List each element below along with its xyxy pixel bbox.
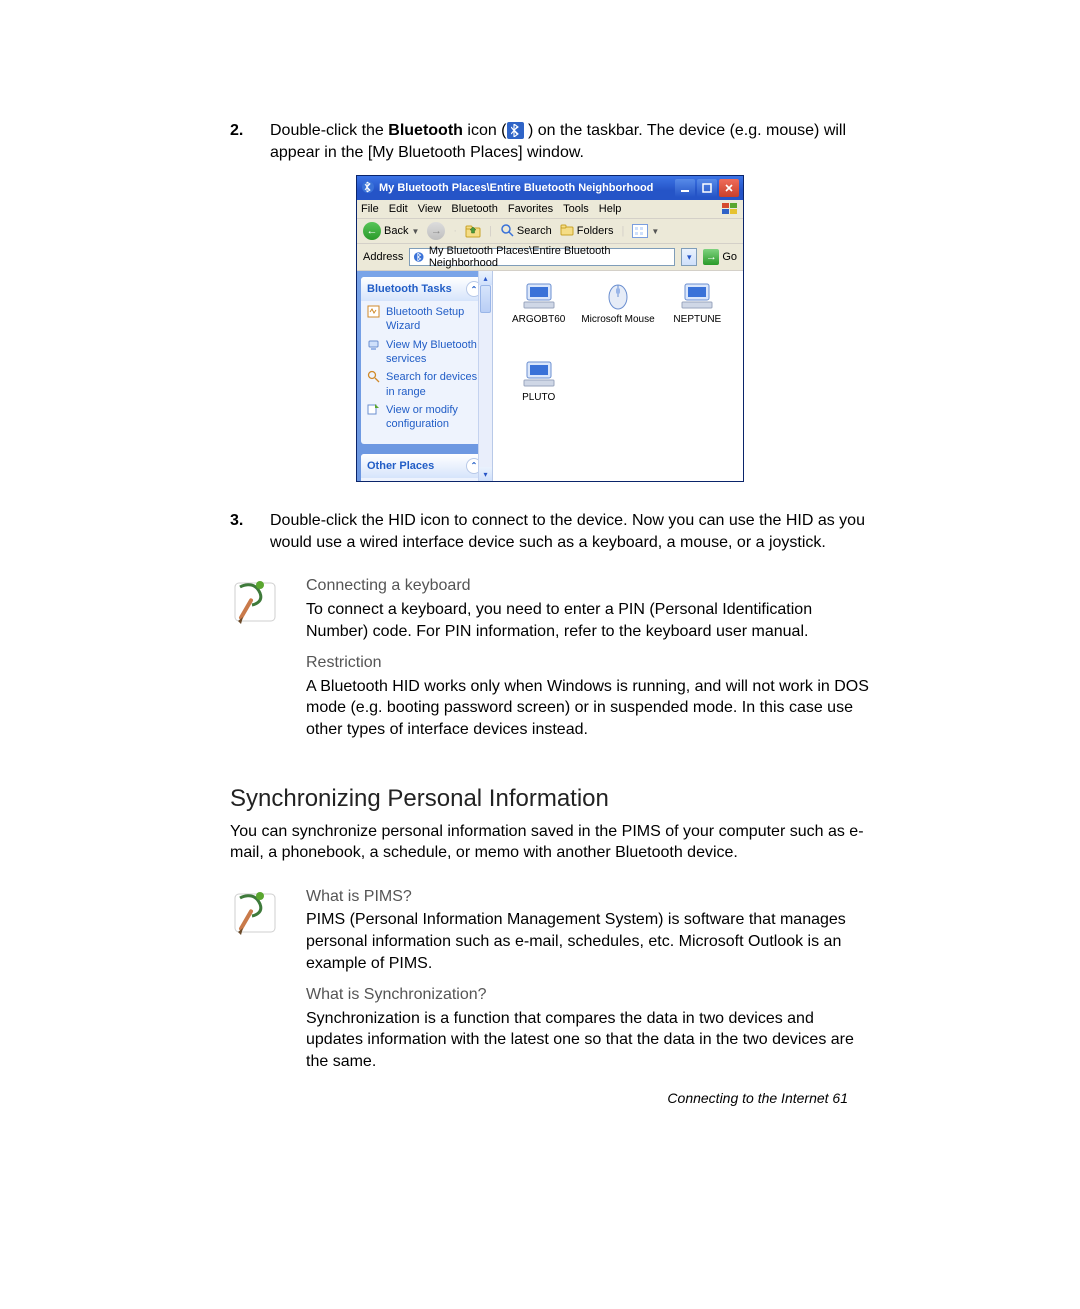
window-minimize-button[interactable]	[675, 179, 695, 197]
step-2-body: Double-click the Bluetooth icon ( ) on t…	[270, 120, 870, 163]
toolbar-views-button[interactable]: ▼	[632, 224, 659, 238]
menu-favorites[interactable]: Favorites	[508, 203, 553, 215]
menu-file[interactable]: File	[361, 203, 379, 215]
address-go-label: Go	[722, 251, 737, 263]
window-menubar: File Edit View Bluetooth Favorites Tools…	[357, 200, 743, 219]
step-2: 2. Double-click the Bluetooth icon ( ) o…	[230, 120, 870, 163]
toolbar-search-button[interactable]: Search	[500, 223, 552, 240]
address-value: My Bluetooth Places\Entire Bluetooth Nei…	[429, 245, 671, 269]
note-icon	[230, 886, 282, 1073]
note2-p1: PIMS (Personal Information Management Sy…	[306, 909, 870, 974]
toolbar-search-label: Search	[517, 225, 552, 237]
toolbar-forward-button[interactable]: →	[427, 222, 445, 240]
task-label: Bluetooth Setup Wizard	[386, 305, 482, 334]
device-label: ARGOBT60	[512, 314, 565, 325]
window-toolbar: ←Back ▼ → · | Search Folders | ▼	[357, 219, 743, 244]
toolbar-back-button[interactable]: ←Back ▼	[363, 222, 419, 240]
device-neptune[interactable]: NEPTUNE	[660, 281, 735, 355]
address-dropdown[interactable]: ▾	[681, 248, 697, 266]
window-addressbar: Address My Bluetooth Places\Entire Bluet…	[357, 244, 743, 271]
window-sidebar: Bluetooth Tasks ⌃ Bluetooth Setup Wizard…	[357, 271, 493, 481]
task-label: View or modify configuration	[386, 403, 482, 432]
step-2-bold: Bluetooth	[388, 122, 463, 139]
window-title: My Bluetooth Places\Entire Bluetooth Nei…	[379, 182, 675, 194]
device-label: PLUTO	[522, 392, 555, 403]
bluetooth-icon	[507, 122, 524, 139]
device-pluto[interactable]: PLUTO	[501, 359, 576, 433]
window-my-bluetooth-places: My Bluetooth Places\Entire Bluetooth Nei…	[356, 175, 744, 482]
window-content: ARGOBT60 Microsoft Mouse NEPTUNE PLUTO	[493, 271, 743, 481]
device-microsoft-mouse[interactable]: Microsoft Mouse	[580, 281, 655, 355]
task-view-services[interactable]: View My Bluetooth services	[367, 338, 482, 367]
menu-edit[interactable]: Edit	[389, 203, 408, 215]
address-field[interactable]: My Bluetooth Places\Entire Bluetooth Nei…	[409, 248, 675, 266]
panel-bluetooth-tasks-title: Bluetooth Tasks	[367, 283, 452, 295]
note-connecting-keyboard: Connecting a keyboard To connect a keybo…	[230, 575, 870, 740]
sync-paragraph: You can synchronize personal information…	[230, 821, 870, 864]
panel-other-places-title: Other Places	[367, 460, 434, 472]
step-3-text: Double-click the HID icon to connect to …	[270, 510, 870, 553]
windows-flag-icon	[721, 202, 739, 216]
page-footer: Connecting to the Internet 61	[667, 1090, 848, 1106]
toolbar-folders-label: Folders	[577, 225, 614, 237]
toolbar-back-label: Back	[384, 225, 408, 237]
panel-bluetooth-tasks-header[interactable]: Bluetooth Tasks ⌃	[361, 277, 488, 301]
window-close-button[interactable]	[719, 179, 739, 197]
note-pims: What is PIMS? PIMS (Personal Information…	[230, 886, 870, 1073]
window-title-icon	[361, 180, 375, 197]
note1-p2: A Bluetooth HID works only when Windows …	[306, 676, 870, 741]
toolbar-folders-button[interactable]: Folders	[560, 223, 614, 240]
panel-bluetooth-tasks: Bluetooth Tasks ⌃ Bluetooth Setup Wizard…	[361, 277, 488, 443]
step-2-number: 2.	[230, 120, 256, 163]
step-2-text-a: Double-click the	[270, 122, 388, 139]
task-label: Search for devices in range	[386, 370, 482, 399]
device-label: Microsoft Mouse	[581, 314, 654, 325]
note1-h2: Restriction	[306, 652, 870, 674]
menu-bluetooth[interactable]: Bluetooth	[451, 203, 497, 215]
window-titlebar[interactable]: My Bluetooth Places\Entire Bluetooth Nei…	[357, 176, 743, 200]
note1-p1: To connect a keyboard, you need to enter…	[306, 599, 870, 642]
task-setup-wizard[interactable]: Bluetooth Setup Wizard	[367, 305, 482, 334]
step-3-number: 3.	[230, 510, 256, 553]
panel-other-places: Other Places ⌃ Desktop My Computer	[361, 454, 488, 482]
task-view-config[interactable]: View or modify configuration	[367, 403, 482, 432]
note-icon	[230, 575, 282, 740]
window-maximize-button[interactable]	[697, 179, 717, 197]
sidebar-scrollbar[interactable]: ▴ ▾	[478, 271, 492, 481]
note2-h2: What is Synchronization?	[306, 984, 870, 1006]
panel-other-places-header[interactable]: Other Places ⌃	[361, 454, 488, 478]
step-2-text-b: icon (	[463, 122, 507, 139]
menu-tools[interactable]: Tools	[563, 203, 589, 215]
task-label: View My Bluetooth services	[386, 338, 482, 367]
toolbar-up-button[interactable]	[465, 223, 481, 239]
menu-view[interactable]: View	[418, 203, 442, 215]
note1-h1: Connecting a keyboard	[306, 575, 870, 597]
device-label: NEPTUNE	[673, 314, 721, 325]
heading-synchronizing: Synchronizing Personal Information	[230, 785, 870, 813]
note2-h1: What is PIMS?	[306, 886, 870, 908]
note2-p2: Synchronization is a function that compa…	[306, 1008, 870, 1073]
menu-help[interactable]: Help	[599, 203, 622, 215]
device-argobt60[interactable]: ARGOBT60	[501, 281, 576, 355]
address-label: Address	[363, 251, 403, 263]
address-go-button[interactable]: →Go	[703, 249, 737, 265]
step-3: 3. Double-click the HID icon to connect …	[230, 510, 870, 553]
task-search-devices[interactable]: Search for devices in range	[367, 370, 482, 399]
